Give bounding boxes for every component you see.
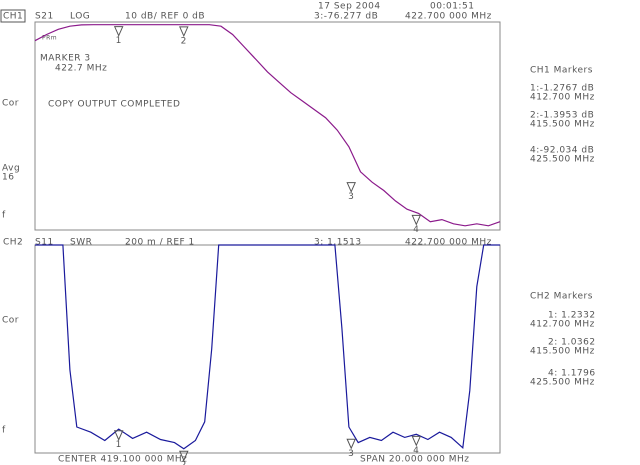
annotation: COPY OUTPUT COMPLETED (48, 100, 180, 110)
status-label: f (2, 211, 6, 221)
marker-readout: 4: 1.1796 (548, 369, 596, 379)
marker-readout: 425.500 MHz (530, 155, 595, 165)
parameter: S11 (35, 238, 54, 248)
status-label: 16 (2, 173, 14, 183)
marker-label: 4 (413, 225, 419, 235)
marker-label: 1 (116, 36, 122, 46)
marker-readout: 425.500 MHz (530, 378, 595, 388)
marker (346, 438, 356, 450)
span: SPAN 20.000 000 MHz (360, 455, 469, 465)
marker-readout: 4:-92.034 dB (530, 146, 594, 156)
marker-panel-title: CH2 Markers (530, 292, 593, 302)
trace (34, 24, 501, 227)
marker (179, 26, 189, 38)
marker-readout: 1: 1.2332 (548, 311, 596, 321)
status-label: Cor (2, 99, 19, 109)
marker-label: 4 (413, 446, 419, 456)
marker-readout: 2:-1.3953 dB (530, 111, 594, 121)
channel: CH2 (3, 238, 23, 248)
scale: 200 m / REF 1 (125, 238, 195, 248)
format: SWR (70, 238, 92, 248)
plot-frame (34, 244, 501, 454)
parameter: S21 (35, 12, 54, 22)
readout-frequency: 422.700 000 MHz (405, 12, 492, 22)
marker (113, 26, 124, 37)
status-label: f (2, 426, 6, 436)
time: 00:01:51 (430, 2, 474, 12)
marker-panel-title: CH1 Markers (530, 66, 593, 76)
trace (35, 244, 500, 450)
plot-frame (34, 21, 501, 231)
readout-value: 3: 1.1513 (314, 238, 362, 248)
marker-readout: 412.700 MHz (530, 320, 595, 330)
marker (411, 435, 422, 447)
marker-readout: 415.500 MHz (530, 347, 595, 357)
status-label: Cor (2, 316, 19, 326)
channel-box (0, 9, 26, 23)
status-label: Avg (2, 164, 20, 174)
annotation: PRm (42, 35, 57, 42)
readout-value: 3:-76.277 dB (314, 12, 378, 22)
marker-readout: 412.700 MHz (530, 93, 595, 103)
marker (346, 182, 356, 193)
marker-label: 1 (116, 440, 122, 450)
center-frequency: CENTER 419.100 000 MHz (58, 455, 187, 465)
readout-frequency: 422.700 000 MHz (405, 238, 492, 248)
format: LOG (70, 12, 90, 22)
date: 17 Sep 2004 (318, 2, 381, 12)
marker (113, 430, 124, 441)
scale: 10 dB/ REF 0 dB (125, 12, 205, 22)
marker (411, 214, 422, 226)
marker-label: 3 (348, 192, 354, 202)
annotation: 422.7 MHz (55, 64, 107, 74)
marker (179, 450, 189, 462)
marker-readout: 2: 1.0362 (548, 338, 596, 348)
channel: CH1 (3, 12, 23, 22)
marker-label: 2 (181, 36, 187, 46)
marker-label: 2 (181, 461, 187, 465)
marker-readout: 415.500 MHz (530, 120, 595, 130)
marker-readout: 1:-1.2767 dB (530, 84, 594, 94)
annotation: MARKER 3 (40, 54, 91, 64)
marker-label: 3 (348, 449, 354, 459)
